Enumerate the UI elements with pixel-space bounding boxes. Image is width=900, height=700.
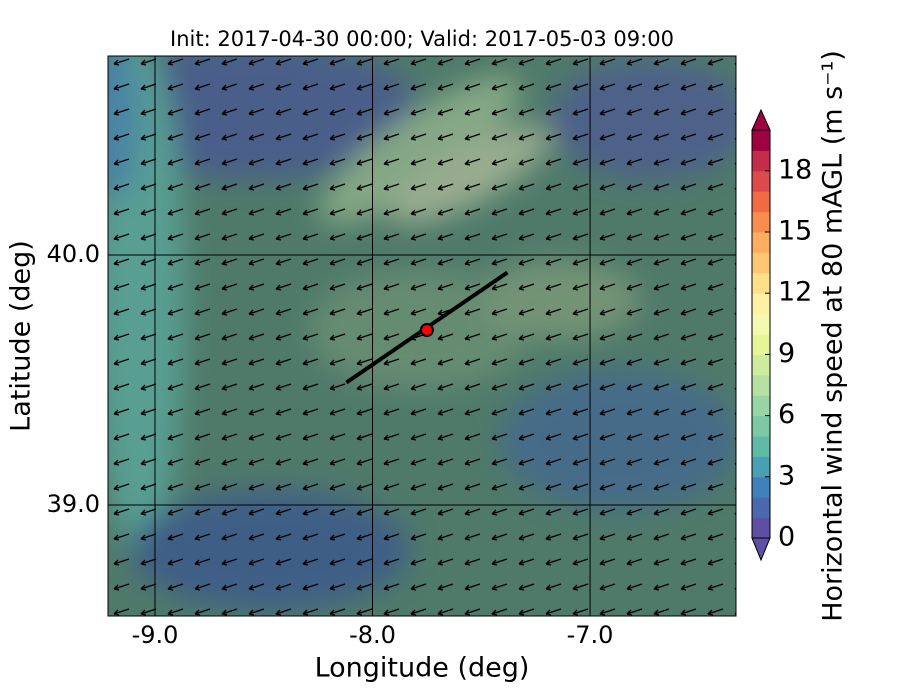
colorbar-extend-low — [751, 537, 771, 562]
colorbar-label: Horizontal wind speed at 80 mAGL (m s⁻¹) — [818, 50, 849, 622]
colorbar-segment — [752, 191, 770, 213]
colorbar-segment — [752, 395, 770, 417]
colorbar-tick-label: 3 — [778, 460, 795, 491]
y-tick-label: 40.0 — [47, 240, 100, 268]
colorbar-segment — [752, 170, 770, 192]
y-axis-label: Latitude (deg) — [6, 240, 37, 432]
colorbar-segment — [752, 334, 770, 355]
colorbar-extend-high — [751, 108, 771, 131]
colorbar-tick-label: 0 — [778, 522, 795, 553]
field — [108, 56, 736, 616]
colorbar-segment — [752, 252, 770, 274]
colorbar-segment — [752, 272, 770, 294]
x-tick-label: -8.0 — [349, 621, 396, 649]
x-tick-label: -7.0 — [567, 621, 614, 649]
colorbar-segment — [752, 211, 770, 233]
colorbar-segment — [752, 415, 770, 437]
colorbar-frame — [751, 129, 771, 539]
colorbar-tick-label: 15 — [778, 216, 812, 247]
colorbar-tick-label: 18 — [778, 154, 812, 185]
colorbar-segment — [752, 313, 770, 335]
colorbar-segment — [752, 232, 770, 253]
x-tick-label: -9.0 — [132, 621, 179, 649]
colorbar-tick-label: 6 — [778, 399, 795, 430]
colorbar-segment — [752, 150, 770, 172]
colorbar-segment — [752, 476, 770, 498]
chart-title: Init: 2017-04-30 00:00; Valid: 2017-05-0… — [170, 27, 674, 51]
colorbar-segment — [752, 456, 770, 478]
colorbar-segment — [752, 497, 770, 519]
y-tick-label: 39.0 — [47, 490, 100, 518]
colorbar-segment — [752, 374, 770, 396]
colorbar-tick-label: 12 — [778, 277, 812, 308]
colorbar-segment — [752, 354, 770, 376]
colorbar-segment — [752, 517, 770, 539]
site-marker — [419, 323, 434, 337]
x-axis-label: Longitude (deg) — [315, 653, 530, 684]
colorbar-segment — [752, 293, 770, 315]
plot-frame — [107, 55, 737, 617]
colorbar-segment — [752, 130, 770, 151]
colorbar-segment — [752, 436, 770, 457]
colorbar-tick-label: 9 — [778, 338, 795, 369]
